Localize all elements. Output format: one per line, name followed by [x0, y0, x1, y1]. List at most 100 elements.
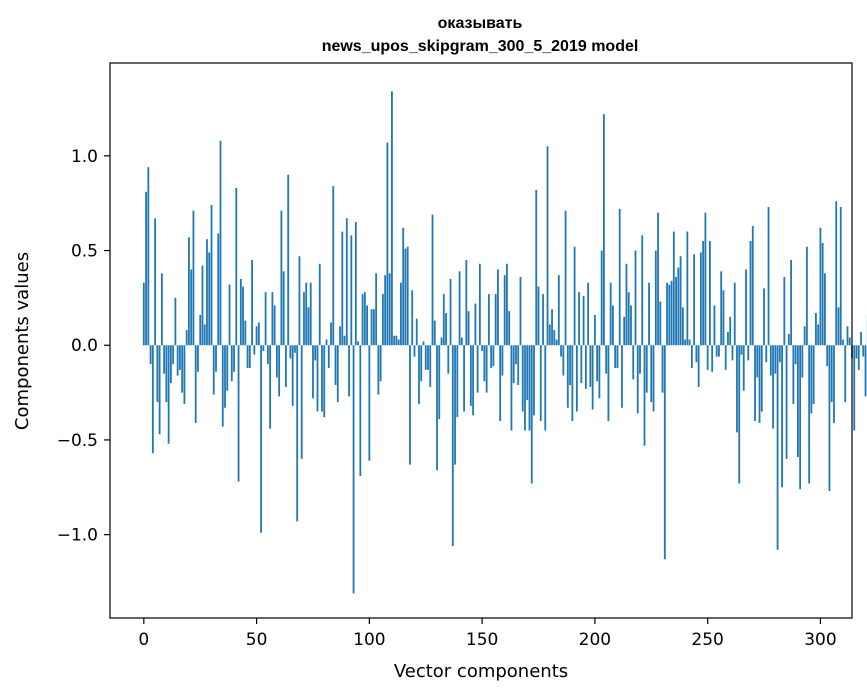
bar-95: [357, 341, 359, 346]
bar-11: [167, 345, 170, 444]
bar-43: [239, 278, 242, 346]
y-axis-label: Components values: [12, 252, 33, 430]
bar-284: [783, 277, 786, 346]
bar-235: [672, 231, 675, 346]
bar-184: [557, 275, 560, 346]
bar-142: [463, 345, 465, 412]
bar-194: [580, 345, 583, 384]
bar-13: [172, 345, 175, 365]
bar-188: [566, 345, 569, 408]
bar-26: [201, 265, 204, 346]
bar-160: [503, 275, 506, 346]
bar-100: [368, 345, 371, 461]
bar-127: [429, 345, 432, 387]
bar-4: [151, 345, 154, 454]
bar-313: [848, 337, 851, 346]
bar-261: [731, 345, 734, 361]
bar-168: [521, 345, 524, 412]
bar-175: [537, 286, 540, 346]
bar-104: [377, 345, 380, 395]
bar-125: [424, 345, 427, 370]
bar-17: [181, 345, 184, 393]
bar-93: [352, 345, 355, 594]
bar-190: [571, 345, 574, 422]
bar-129: [433, 320, 436, 346]
bar-177: [542, 294, 544, 346]
bar-12: [169, 345, 172, 384]
bar-53: [262, 345, 265, 351]
bar-34: [219, 140, 222, 346]
bar-292: [801, 345, 804, 378]
bar-213: [623, 316, 626, 346]
bar-306: [833, 345, 835, 423]
bar-126: [427, 345, 429, 370]
bar-174: [535, 189, 538, 346]
bar-211: [618, 208, 621, 346]
bar-231: [663, 345, 666, 560]
bar-62: [282, 271, 285, 346]
bar-52: [260, 345, 262, 533]
bar-169: [524, 345, 526, 431]
bar-208: [612, 305, 614, 346]
x-tick-label-50: 50: [246, 630, 268, 650]
bar-301: [821, 242, 824, 346]
x-axis-ticks: 0 50 100 150 200 250 300: [138, 618, 837, 650]
bar-217: [632, 345, 635, 380]
bar-209: [614, 345, 617, 368]
bar-116: [404, 248, 407, 346]
bar-25: [199, 314, 202, 346]
bar-170: [526, 345, 529, 401]
bar-101: [370, 309, 373, 346]
bar-40: [233, 345, 235, 372]
bar-59: [275, 345, 278, 378]
bar-293: [803, 326, 806, 346]
bar-162: [508, 311, 511, 346]
bar-180: [548, 324, 551, 346]
bar-10: [165, 345, 168, 403]
bar-0: [142, 282, 145, 346]
bar-135: [447, 345, 450, 374]
bar-228: [657, 212, 659, 346]
bar-165: [515, 345, 517, 365]
bar-71: [303, 292, 305, 346]
bar-161: [506, 263, 508, 346]
bar-106: [381, 294, 384, 346]
bar-9: [163, 345, 166, 374]
bars-group: [142, 91, 867, 594]
bar-58: [273, 305, 276, 346]
x-tick-label-200: 200: [579, 630, 611, 650]
y-tick-label-0: −1.0: [57, 526, 98, 546]
bar-87: [339, 326, 341, 346]
bar-56: [269, 345, 272, 429]
bar-251: [709, 241, 711, 346]
x-axis-label: Vector components: [394, 661, 568, 682]
bar-90: [345, 218, 348, 346]
bar-274: [760, 345, 763, 412]
bar-260: [729, 316, 732, 346]
bar-45: [244, 320, 247, 346]
bar-279: [772, 345, 774, 429]
bar-262: [733, 282, 736, 346]
bar-72: [305, 282, 308, 346]
bar-7: [158, 345, 161, 435]
bar-150: [481, 345, 484, 351]
bar-237: [677, 267, 680, 346]
bar-224: [648, 282, 650, 346]
bar-289: [794, 345, 797, 365]
bar-243: [690, 345, 693, 368]
bar-176: [539, 345, 542, 422]
bar-210: [616, 345, 619, 368]
bar-148: [476, 345, 479, 393]
bar-18: [183, 345, 186, 404]
bar-117: [406, 246, 409, 346]
bar-242: [688, 339, 691, 346]
bar-112: [395, 335, 398, 346]
bar-124: [422, 341, 425, 346]
bar-267: [745, 269, 747, 346]
bar-319: [862, 345, 865, 357]
bar-183: [555, 339, 558, 346]
bar-33: [217, 233, 220, 346]
bar-257: [722, 290, 725, 346]
bar-307: [835, 201, 838, 346]
bar-214: [625, 263, 628, 346]
